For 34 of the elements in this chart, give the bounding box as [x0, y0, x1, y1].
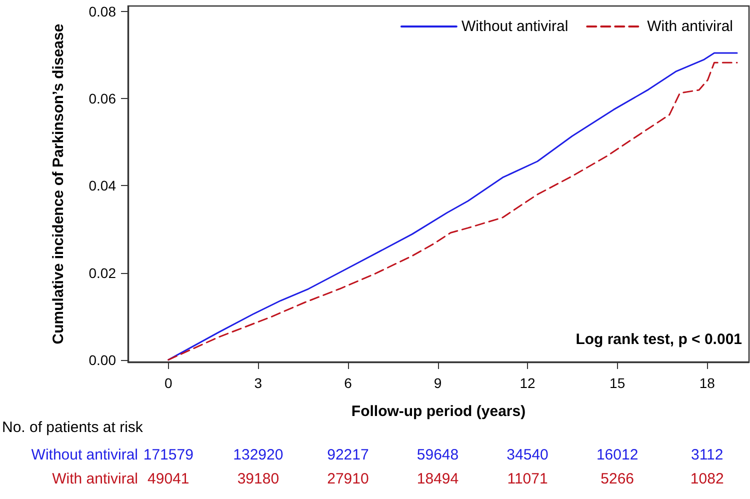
text: With antiviral — [52, 470, 138, 488]
text: Without antiviral — [31, 446, 138, 464]
annotation: Log rank test, p < 0.001 — [576, 331, 742, 348]
text: No. of patients at risk — [2, 419, 144, 436]
y-tick-label: 0.06 — [88, 90, 116, 107]
y-tick-label: 0.04 — [88, 178, 116, 194]
text: 11071 — [507, 470, 548, 488]
y-axis-title: Cumulative incidence of Parkinson’s disease — [50, 24, 67, 344]
legend-label: Without antiviral — [461, 18, 568, 35]
text: 59648 — [416, 446, 459, 464]
text: 5266 — [600, 470, 634, 488]
x-tick-label: 3 — [254, 375, 262, 391]
text: 18494 — [416, 470, 459, 488]
x-tick-label: 6 — [344, 375, 352, 391]
text: 49041 — [148, 470, 190, 488]
text: 39180 — [237, 470, 280, 488]
text: 34540 — [506, 446, 548, 464]
text: 132920 — [233, 446, 284, 464]
x-tick-label: 0 — [164, 375, 173, 391]
x-tick-label: 18 — [699, 375, 716, 391]
x-tick-label: 12 — [520, 375, 536, 391]
text: 171579 — [143, 446, 194, 464]
y-tick-label: 0.08 — [88, 4, 116, 20]
x-tick-label: 15 — [610, 375, 626, 391]
text: 16012 — [596, 446, 638, 464]
text: 1082 — [690, 470, 724, 488]
text: 92217 — [327, 446, 369, 464]
y-tick-label: 0.02 — [88, 264, 116, 281]
x-axis-title: Follow-up period (years) — [351, 403, 526, 420]
legend-label: With antiviral — [647, 18, 734, 35]
text: 3112 — [690, 446, 724, 464]
y-tick-label: 0.00 — [88, 352, 116, 368]
text: 27910 — [327, 470, 369, 488]
x-tick-label: 9 — [434, 375, 442, 391]
